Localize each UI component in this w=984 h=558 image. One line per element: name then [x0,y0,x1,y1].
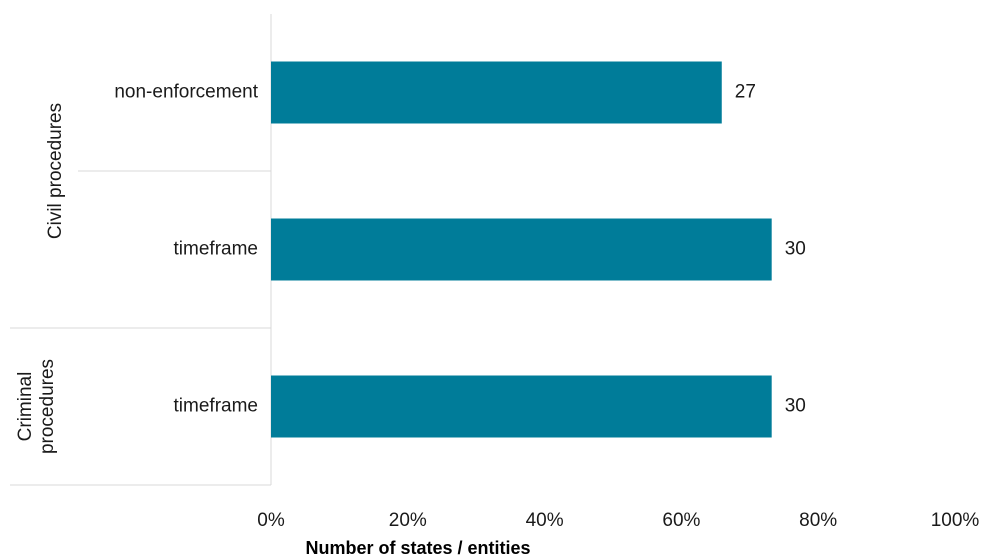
bar [271,61,722,124]
category-label: timeframe [174,396,258,417]
group-label: Criminalprocedures [15,359,58,454]
category-label: non-enforcement [114,82,258,103]
x-tick-label: 40% [526,510,564,531]
group-label: Civil procedures [45,103,66,239]
x-axis-title: Number of states / entities [305,538,530,558]
group-label-line: procedures [37,359,58,454]
data-label: 27 [735,82,756,103]
x-tick-label: 100% [931,510,980,531]
x-tick-label: 80% [799,510,837,531]
bar [271,375,772,438]
x-tick-label: 0% [257,510,285,531]
group-label-line: Civil procedures [45,103,66,239]
x-tick-label: 60% [662,510,700,531]
plot-area: non-enforcement 27 timeframe 30 Civil proced… [10,14,979,558]
x-tick-label: 20% [389,510,427,531]
bar [271,218,772,281]
category-label: timeframe [174,239,258,260]
data-label: 30 [785,396,806,417]
group-label-line: Criminal [15,372,36,442]
data-label: 30 [785,239,806,260]
